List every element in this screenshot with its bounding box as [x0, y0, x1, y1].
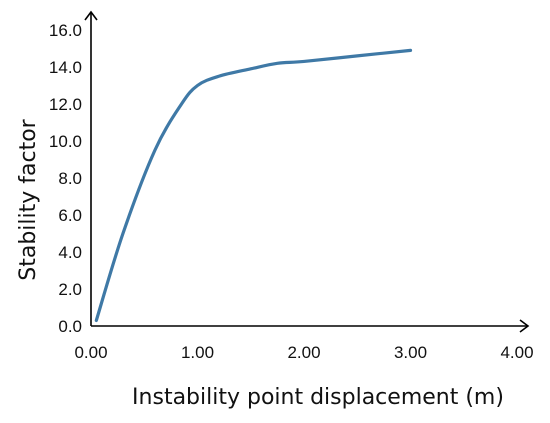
x-tick-label: 4.00 — [500, 343, 533, 362]
x-tick-label: 1.00 — [181, 343, 214, 362]
y-tick-label: 12.0 — [49, 95, 82, 114]
y-tick-label: 4.0 — [58, 243, 82, 262]
y-tick-label: 16.0 — [49, 21, 82, 40]
x-tick-labels: 0.00 1.00 2.00 3.00 4.00 — [74, 343, 533, 362]
y-tick-label: 6.0 — [58, 206, 82, 225]
y-axis-label: Stability factor — [16, 118, 41, 280]
y-tick-labels: 0.0 2.0 4.0 6.0 8.0 10.0 12.0 14.0 16.0 — [49, 21, 82, 336]
y-tick-label: 0.0 — [58, 317, 82, 336]
x-axis-arrow — [519, 319, 530, 333]
series-layer — [94, 48, 413, 323]
y-tick-label: 10.0 — [49, 132, 82, 151]
y-tick-label: 14.0 — [49, 58, 82, 77]
x-tick-label: 2.00 — [287, 343, 320, 362]
stability-factor-line — [94, 48, 413, 323]
x-axis-label: Instability point displacement (m) — [132, 385, 504, 410]
y-tick-label: 2.0 — [58, 280, 82, 299]
x-tick-label: 3.00 — [394, 343, 427, 362]
x-tick-label: 0.00 — [74, 343, 107, 362]
y-tick-label: 8.0 — [58, 169, 82, 188]
y-axis-arrow — [84, 10, 98, 21]
